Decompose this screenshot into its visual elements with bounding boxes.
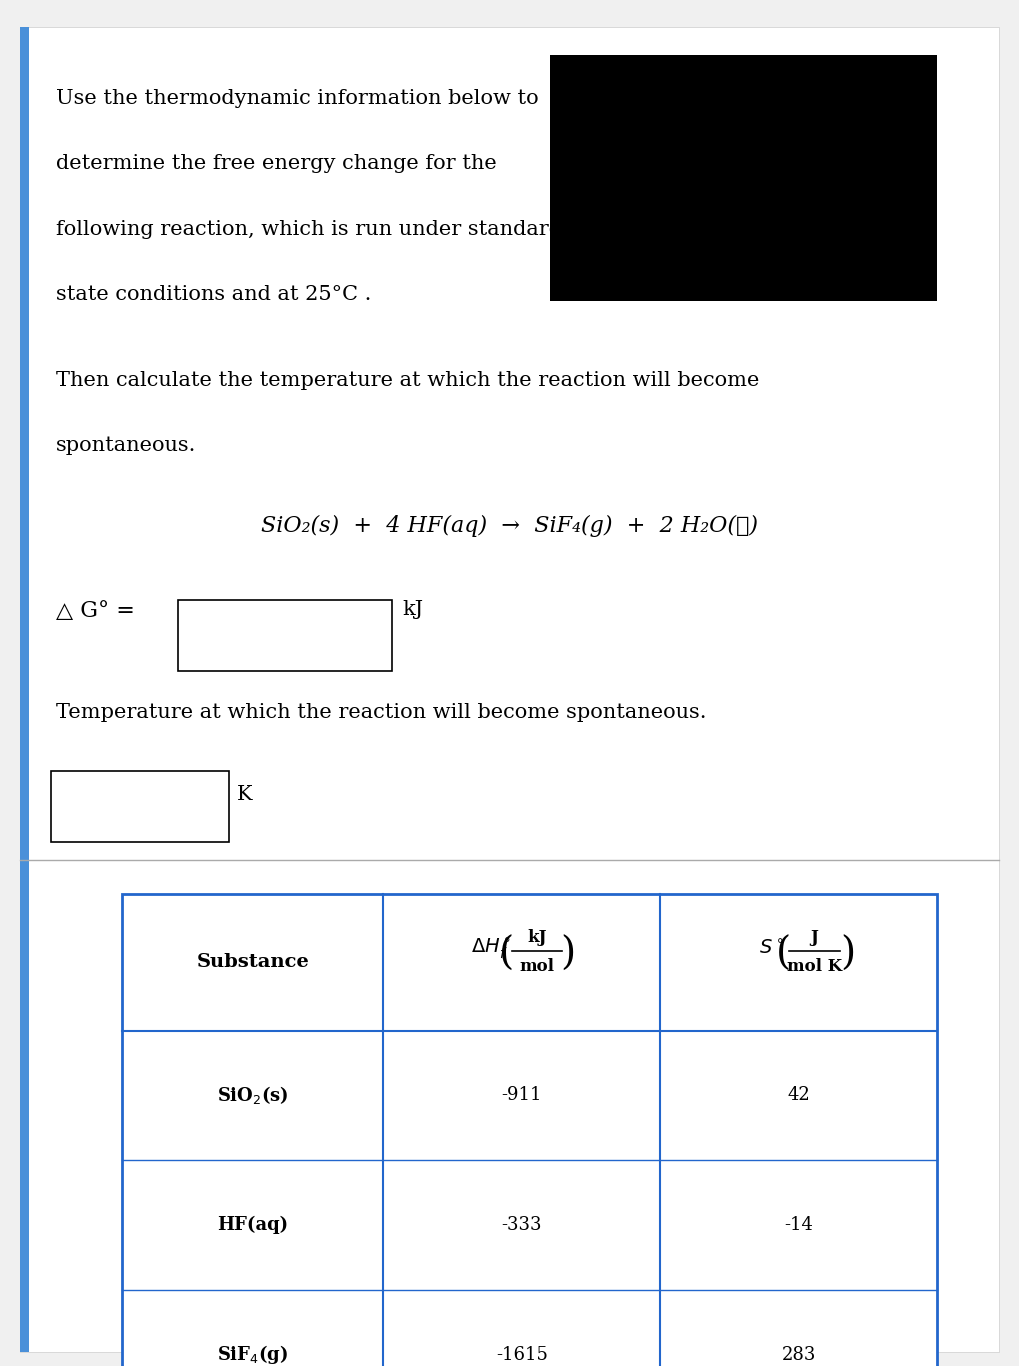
Text: kJ: kJ [527,929,547,947]
Text: SiF$_4$(g): SiF$_4$(g) [217,1343,288,1366]
FancyBboxPatch shape [51,770,229,841]
Text: (: ( [776,936,791,973]
Text: K: K [236,784,252,803]
Text: mol K: mol K [787,958,842,975]
Text: SiO$_2$(s): SiO$_2$(s) [217,1085,288,1106]
Text: Then calculate the temperature at which the reaction will become: Then calculate the temperature at which … [56,370,759,389]
Text: kJ: kJ [403,600,424,619]
Text: -333: -333 [501,1216,542,1233]
Text: determine the free energy change for the: determine the free energy change for the [56,154,497,173]
Text: -911: -911 [501,1086,542,1104]
FancyBboxPatch shape [178,600,392,671]
FancyBboxPatch shape [20,27,999,1352]
Text: SiO₂(s)  +  4 HF(aq)  →  SiF₄(g)  +  2 H₂O(ℓ): SiO₂(s) + 4 HF(aq) → SiF₄(g) + 2 H₂O(ℓ) [261,515,758,537]
Text: △ G° =: △ G° = [56,600,135,623]
Text: Use the thermodynamic information below to: Use the thermodynamic information below … [56,89,539,108]
Text: -1615: -1615 [496,1346,547,1363]
Text: $\Delta H_f^\circ$: $\Delta H_f^\circ$ [471,936,512,960]
Text: following reaction, which is run under standard: following reaction, which is run under s… [56,220,562,239]
Text: ): ) [560,936,575,973]
Text: ): ) [841,936,855,973]
Text: 42: 42 [788,1086,810,1104]
Text: 283: 283 [782,1346,816,1363]
Bar [20,27,29,1352]
Text: $S^\circ$: $S^\circ$ [759,938,784,958]
Text: J: J [810,929,818,947]
Text: mol: mol [520,958,554,975]
Text: HF(aq): HF(aq) [217,1216,288,1235]
Text: spontaneous.: spontaneous. [56,436,197,455]
Text: state conditions and at 25°C .: state conditions and at 25°C . [56,285,371,305]
Text: Temperature at which the reaction will become spontaneous.: Temperature at which the reaction will b… [56,702,706,721]
Text: -14: -14 [785,1216,813,1233]
FancyBboxPatch shape [122,893,937,1366]
Text: (: ( [499,936,514,973]
Bar [550,55,937,301]
Text: Substance: Substance [197,953,309,971]
